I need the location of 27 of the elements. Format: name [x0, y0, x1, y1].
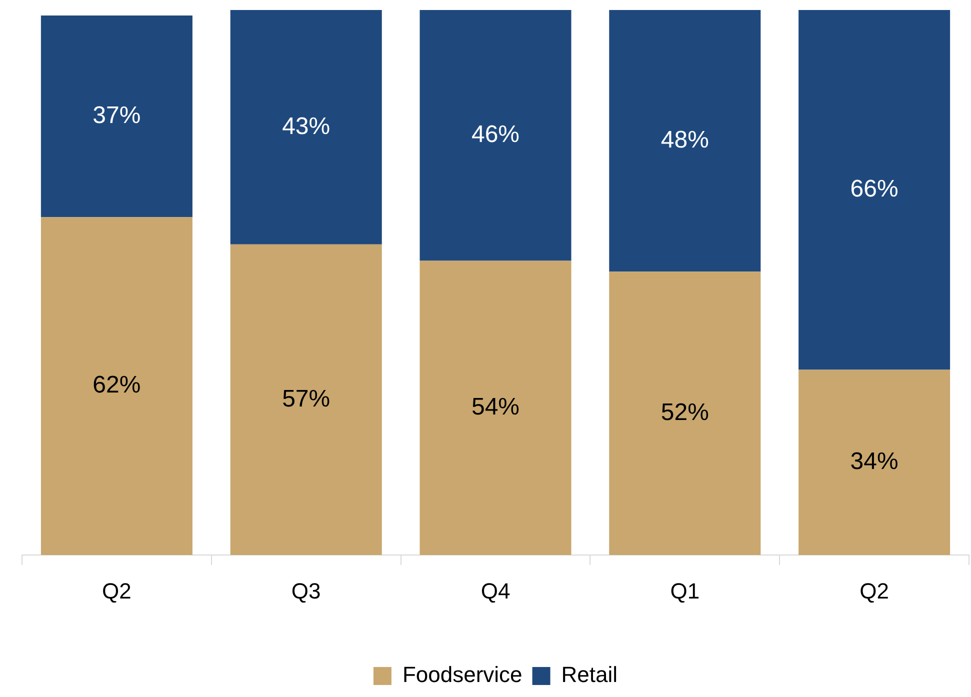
data-label: 66%: [850, 175, 898, 202]
data-label: 48%: [660, 126, 709, 154]
bar: [40, 217, 192, 555]
data-label: 46%: [471, 120, 520, 148]
bar: [40, 15, 192, 218]
x-tick-label: Q1: [670, 578, 700, 604]
data-label: 37%: [92, 102, 141, 129]
data-label: 43%: [282, 112, 330, 140]
x-tick-label: Q3: [291, 578, 321, 604]
data-label: 57%: [282, 385, 330, 412]
bar: [230, 10, 382, 244]
data-label: 34%: [850, 448, 898, 475]
data-label: 62%: [92, 372, 141, 399]
data-label: 52%: [660, 398, 709, 426]
bar: [798, 10, 950, 370]
x-tick-label: Q2: [860, 578, 889, 604]
x-tick-label: Q2: [102, 578, 132, 604]
x-tick-label: Q4: [480, 578, 510, 604]
legend-label: Foodservice: [402, 662, 522, 688]
bar: [420, 260, 572, 555]
bar: [609, 10, 761, 272]
bar: [230, 244, 382, 555]
data-label: 54%: [471, 393, 520, 420]
bar: [798, 370, 950, 555]
legend-label: Retail: [561, 662, 618, 688]
bar: [609, 272, 761, 555]
bar: [420, 10, 572, 261]
